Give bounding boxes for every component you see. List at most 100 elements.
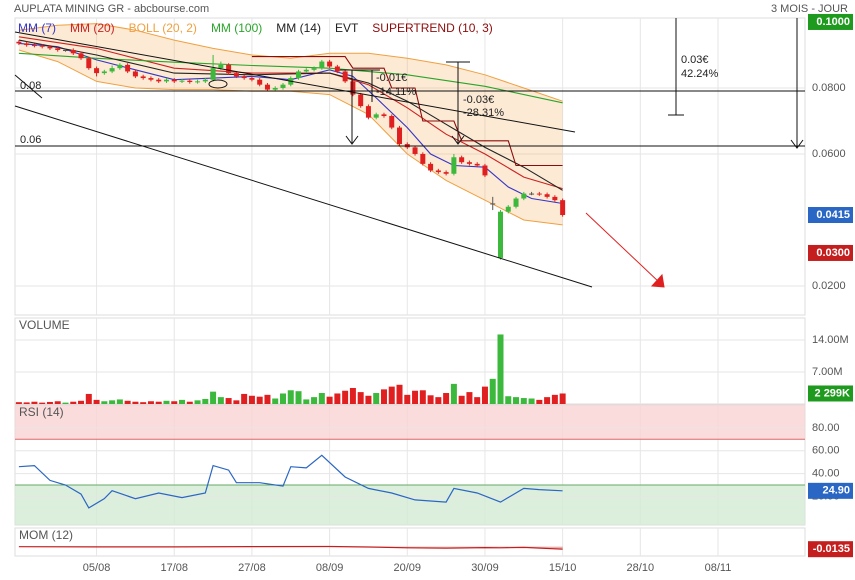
volume-bar [93,399,100,404]
candle-body [226,64,232,74]
candle-body [249,78,255,80]
candle-body [389,116,395,128]
volume-bar [404,394,411,404]
panel-title: VOLUME [19,318,70,332]
volume-bar [458,395,465,404]
legend-entry: MM (7) [18,21,56,35]
volume-bar [520,398,527,404]
candle-body [412,147,418,154]
candle-body [70,50,76,54]
volume-bar [388,386,395,404]
volume-bar [559,393,566,404]
volume-bar [179,399,186,404]
overbought-zone [15,405,805,440]
volume-bar [78,400,85,404]
y-tick-label: 80.00 [812,422,840,434]
volume-bar [380,389,387,404]
price-badge [808,482,853,499]
candle-body [78,53,84,59]
candle-body [62,50,68,52]
volume-bar [217,397,224,404]
x-tick-label: 30/09 [471,562,499,574]
rsi-line [18,454,563,509]
candle-body [210,68,216,80]
y-tick-label: 60.00 [812,445,840,457]
legend-entry: SUPERTREND (10, 3) [372,21,492,35]
x-tick-label: 05/08 [83,562,111,574]
legend-entry: BOLL (20, 2) [129,21,197,35]
candle-body [451,157,457,174]
volume-bar [311,397,318,404]
x-tick-label: 08/09 [316,562,344,574]
candle-body [163,79,169,82]
panel-title: MOM (12) [19,528,73,542]
volume-bar [427,395,434,404]
candle-body [529,193,535,195]
badge-label: 0.0415 [816,209,850,221]
oversold-zone [15,485,805,525]
volume-bar [528,398,535,404]
candle-body [358,94,364,107]
legend-entry: MM (20) [70,21,115,35]
candle-body [435,170,441,173]
volume-bar [551,394,558,404]
legend-entry: MM (14) [276,21,321,35]
price-badge [808,244,853,261]
candle-body [140,76,146,79]
marker-ellipse [208,79,228,89]
candle-body [109,68,115,72]
volume-bar [116,399,123,404]
candle-body [544,194,550,197]
annotation: -0.01€ [376,72,407,84]
candle-body [397,127,403,145]
volume-bar [342,390,349,404]
legend-entry: EVT [335,21,359,35]
volume-bar [39,402,46,404]
indicator-line [18,39,563,191]
volume-bar [513,397,520,404]
volume-bar [497,334,504,404]
volume-bar [357,392,364,404]
annotation: 0.03€ [681,54,709,66]
momentum-line [18,545,563,550]
volume-bar [279,393,286,404]
volume-bar [147,401,154,404]
volume-bar [412,390,419,404]
candle-body [319,61,325,69]
trend-line [14,31,576,133]
candle-body [513,198,519,207]
candle-body [443,172,449,174]
annotation: 0.08 [20,80,41,92]
badge-label: 0.1000 [816,16,850,28]
candle-body [101,71,107,74]
annotation: 0.06 [20,134,41,146]
badge-label: 0.0300 [816,247,850,259]
volume-bar [124,400,131,404]
candle-body [233,73,239,77]
trend-line [14,74,43,99]
volume-bar [349,387,356,404]
volume-bar [225,398,232,404]
chart-title: AUPLATA MINING GR - abcbourse.com [14,3,209,15]
volume-bar [373,393,380,404]
indicator-line [18,52,563,104]
volume-bar [85,393,92,404]
measure-arrow [451,135,465,145]
candle-body [24,43,30,46]
period-selector[interactable]: 3 MOIS - JOUR [771,3,848,15]
volume-bar [481,386,488,404]
volume-bar [272,398,279,404]
y-tick-label: 7.00M [812,366,843,378]
volume-bar [70,401,77,404]
indicator-line [18,36,563,190]
candle-body [156,79,162,82]
panel-frame [14,527,806,557]
volume-bar [318,393,325,404]
volume-bar [365,395,372,404]
trend-line [14,105,593,288]
candle-body [202,79,208,82]
badge-label: 24.90 [822,485,850,497]
price-badge [808,13,853,30]
candle-body [272,87,278,90]
